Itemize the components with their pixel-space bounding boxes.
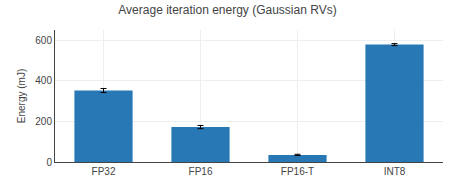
svg-text:FP32: FP32	[92, 166, 116, 177]
svg-text:Average iteration energy (Gaus: Average iteration energy (Gaussian RVs)	[118, 3, 336, 17]
svg-text:FP16-T: FP16-T	[281, 166, 314, 177]
svg-text:200: 200	[35, 116, 52, 127]
svg-text:400: 400	[35, 75, 52, 86]
svg-text:INT8: INT8	[384, 166, 406, 177]
svg-text:Energy (mJ): Energy (mJ)	[16, 69, 27, 123]
svg-text:0: 0	[46, 157, 52, 168]
svg-text:600: 600	[35, 35, 52, 46]
svg-text:FP16: FP16	[189, 166, 213, 177]
